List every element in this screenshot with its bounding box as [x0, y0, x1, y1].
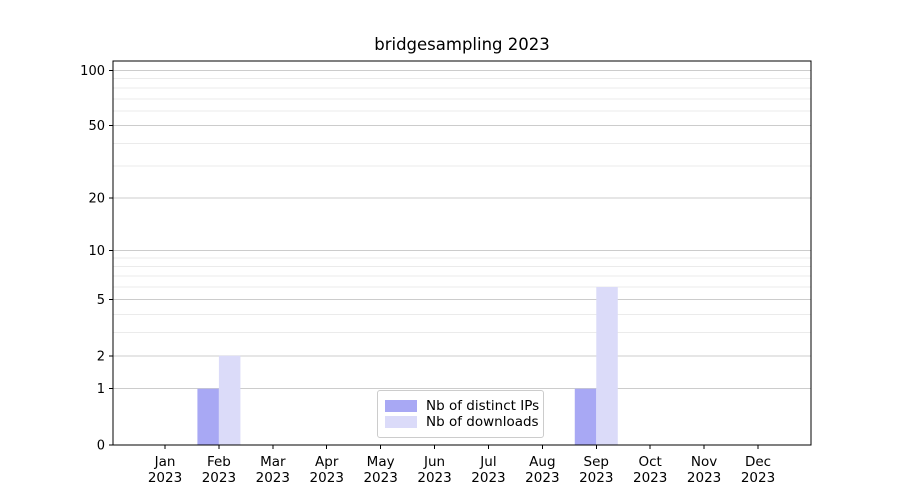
x-tick-label-month-oct-2023: Oct — [639, 454, 662, 470]
legend-label-distinct-ips: Nb of distinct IPs — [426, 398, 540, 414]
x-tick-label-month-nov-2023: Nov — [691, 454, 717, 470]
x-tick-label-month-apr-2023: Apr — [315, 454, 339, 470]
y-tick-label-20: 20 — [88, 191, 105, 206]
x-tick-label-year-dec-2023: 2023 — [741, 470, 775, 486]
y-tick-label-10: 10 — [88, 244, 105, 259]
x-tick-label-month-feb-2023: Feb — [207, 454, 231, 470]
chart-title: bridgesampling 2023 — [374, 35, 550, 54]
x-tick-label-year-oct-2023: 2023 — [633, 470, 667, 486]
x-tick-label-month-jun-2023: Jun — [423, 454, 445, 470]
bar-sep-2023-nb-of-downloads — [596, 286, 618, 445]
legend-swatch-distinct-ips — [385, 400, 417, 412]
x-tick-label-year-aug-2023: 2023 — [525, 470, 559, 486]
bar-feb-2023-nb-of-distinct-ips — [197, 388, 219, 445]
x-tick-label-year-jul-2023: 2023 — [471, 470, 505, 486]
x-tick-label-month-dec-2023: Dec — [745, 454, 771, 470]
x-tick-label-month-aug-2023: Aug — [529, 454, 555, 470]
x-tick-label-year-apr-2023: 2023 — [310, 470, 344, 486]
bar-feb-2023-nb-of-downloads — [218, 355, 241, 445]
y-tick-label-5: 5 — [97, 293, 105, 308]
axes-frame — [112, 60, 812, 446]
y-tick-label-50: 50 — [88, 119, 105, 134]
bar-sep-2023-nb-of-distinct-ips — [574, 388, 597, 445]
x-tick-label-month-sep-2023: Sep — [584, 454, 609, 470]
legend-item-downloads: Nb of downloads — [385, 414, 539, 430]
x-tick-label-year-sep-2023: 2023 — [579, 470, 613, 486]
legend: Nb of distinct IPs Nb of downloads — [377, 390, 544, 438]
y-tick-label-1: 1 — [97, 382, 105, 397]
x-tick-label-month-jan-2023: Jan — [154, 454, 176, 470]
x-tick-label-year-jan-2023: 2023 — [148, 470, 182, 486]
legend-label-downloads: Nb of downloads — [426, 414, 539, 430]
x-tick-label-year-nov-2023: 2023 — [687, 470, 721, 486]
x-tick-label-year-jun-2023: 2023 — [417, 470, 451, 486]
legend-item-distinct-ips: Nb of distinct IPs — [385, 398, 539, 414]
y-tick-label-2: 2 — [97, 349, 105, 364]
x-tick-label-month-mar-2023: Mar — [260, 454, 286, 470]
x-tick-label-year-may-2023: 2023 — [363, 470, 397, 486]
legend-swatch-downloads — [385, 416, 417, 428]
x-tick-label-year-mar-2023: 2023 — [256, 470, 290, 486]
y-tick-label-0: 0 — [97, 439, 105, 454]
x-tick-label-month-jul-2023: Jul — [479, 454, 496, 470]
y-tick-label-100: 100 — [80, 64, 105, 79]
x-tick-label-year-feb-2023: 2023 — [202, 470, 236, 486]
x-tick-label-month-may-2023: May — [367, 454, 395, 470]
